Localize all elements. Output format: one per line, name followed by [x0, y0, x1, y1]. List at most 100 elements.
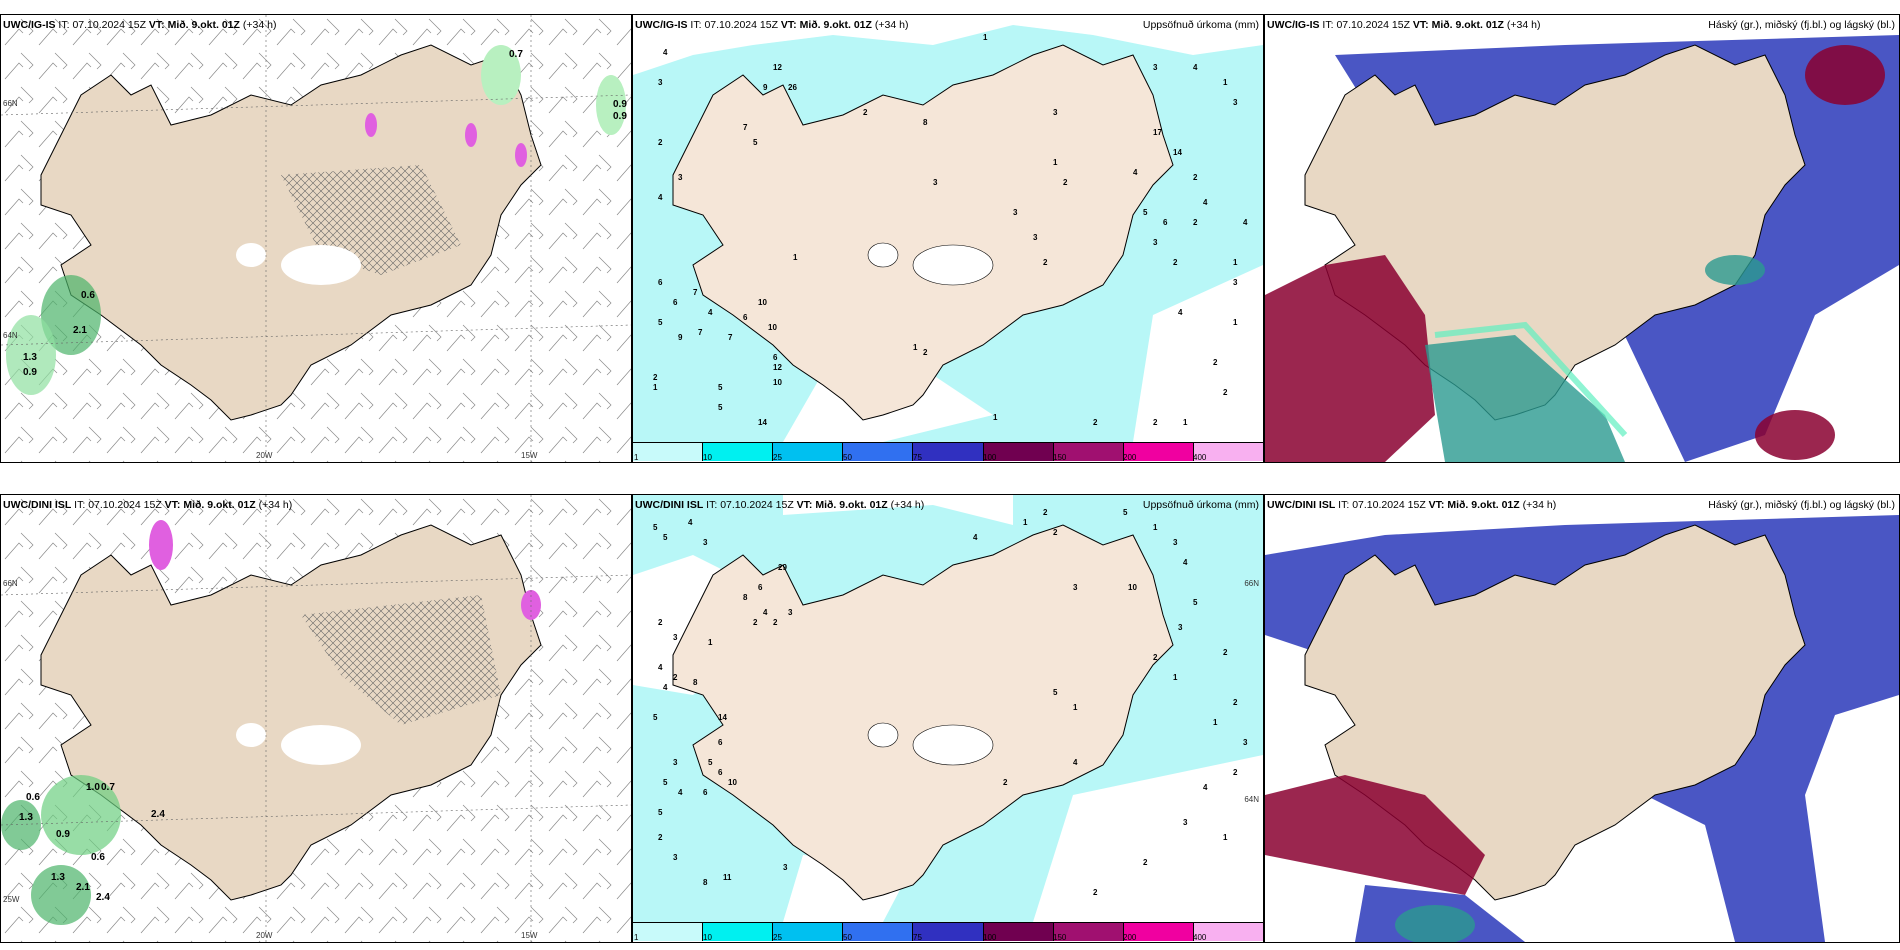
colorbar-swatch	[1123, 443, 1194, 461]
panel-dini-precip: 5 4 3 5 2 3 8 6 29 4 3 2 2 1 4 8 5 14 6 …	[632, 494, 1264, 943]
panel-subtitle: Háský (gr.), miðský (fj.bl.) og lágský (…	[1708, 499, 1895, 511]
colorbar-swatch	[633, 923, 704, 941]
lat-label-64n: 64N	[3, 331, 18, 340]
value-label: 4	[708, 308, 713, 317]
colorbar-swatch	[913, 923, 984, 941]
value-label: 11	[723, 873, 732, 882]
value-label: 3	[673, 633, 678, 642]
value-label: 9	[678, 333, 683, 342]
value-label: 3	[783, 863, 788, 872]
value-label: 3	[1033, 233, 1038, 242]
colorbar-swatch	[1053, 443, 1124, 461]
value-label: 3	[1073, 583, 1078, 592]
colorbar-swatch	[773, 923, 844, 941]
value-label: 5	[753, 138, 758, 147]
value-label: 4	[658, 193, 663, 202]
value-label: 7	[743, 123, 748, 132]
value-label: 4	[678, 788, 683, 797]
colorbar-tick: 25	[773, 453, 782, 462]
panel-subtitle: Uppsöfnuð úrkoma (mm)	[1142, 499, 1259, 511]
value-label: 2	[1003, 778, 1008, 787]
panel-title: UWC/DINI ISL IT: 07.10.2024 15Z VT: Mið.…	[3, 499, 293, 511]
value-label: 5	[708, 758, 713, 767]
value-label: 4	[973, 533, 978, 542]
value-label: 2	[1043, 508, 1048, 517]
map-dini-precip: 5 4 3 5 2 3 8 6 29 4 3 2 2 1 4 8 5 14 6 …	[633, 495, 1263, 922]
map-ig-precip: 4 3 2 3 4 1 12 9 26 7 5 1 2 8 3 2 6 1 3 …	[633, 15, 1263, 442]
value-label: 0.6	[91, 852, 105, 863]
value-label: 3	[1013, 208, 1018, 217]
value-label: 4	[1203, 783, 1208, 792]
colorbar-swatch	[983, 923, 1054, 941]
value-label: 3	[1153, 238, 1158, 247]
value-label: 14	[758, 418, 767, 427]
value-label: 3	[1153, 63, 1158, 72]
value-label: 0.9	[613, 111, 627, 122]
value-label: 2.4	[96, 892, 110, 903]
value-label: 3	[1233, 98, 1238, 107]
value-label: 14	[1173, 148, 1182, 157]
value-label: 1	[993, 413, 998, 422]
map-ig-cloud	[1265, 15, 1899, 462]
panel-dini-cloud: UWC/DINI ISL IT: 07.10.2024 15Z VT: Mið.…	[1264, 494, 1900, 943]
value-label: 26	[788, 83, 797, 92]
colorbar-tick: 75	[913, 453, 922, 462]
lat-label-64n: 64N	[1244, 795, 1259, 804]
value-label: 6	[1163, 218, 1168, 227]
value-label: 3	[658, 78, 663, 87]
colorbar-tick: 400	[1193, 453, 1207, 462]
value-label: 2.4	[151, 809, 165, 820]
map-dini-wind: 0.6 1.0 0.7 1.3 0.9 2.1 0.6 1.3 2.4 2.4	[1, 495, 631, 942]
value-label: 4	[763, 608, 768, 617]
lat-label-66n: 66N	[1244, 579, 1259, 588]
value-label: 2	[673, 673, 678, 682]
value-label: 5	[658, 318, 663, 327]
value-label: 5	[653, 523, 658, 532]
value-label: 2	[753, 618, 758, 627]
colorbar-tick: 150	[1053, 933, 1067, 942]
lon-label-20w: 20W	[256, 931, 273, 940]
value-label: 1	[1223, 833, 1228, 842]
value-label: 3	[673, 853, 678, 862]
value-label: 3	[788, 608, 793, 617]
value-label: 3	[933, 178, 938, 187]
colorbar-swatch	[1053, 923, 1124, 941]
value-label: 1	[1153, 523, 1158, 532]
panel-title: UWC/DINI ISL IT: 07.10.2024 15Z VT: Mið.…	[1267, 499, 1557, 511]
value-label: 5	[663, 533, 668, 542]
value-label: 2	[1193, 173, 1198, 182]
value-label: 1	[1073, 703, 1078, 712]
value-label: 3	[1178, 623, 1183, 632]
value-label: 0.7	[101, 782, 115, 793]
value-label: 10	[728, 778, 737, 787]
value-label: 8	[743, 593, 748, 602]
lat-label-66n: 66N	[3, 579, 18, 588]
value-label: 6	[673, 298, 678, 307]
value-label: 0.9	[613, 99, 627, 110]
value-label: 4	[1178, 308, 1183, 317]
value-label: 7	[698, 328, 703, 337]
colorbar-tick: 200	[1123, 453, 1137, 462]
colorbar-tick: 1	[634, 453, 639, 462]
value-label: 1.3	[23, 352, 37, 363]
value-label: 8	[693, 678, 698, 687]
value-label: 2	[1093, 888, 1098, 897]
value-label: 7	[728, 333, 733, 342]
panel-subtitle: Háský (gr.), miðský (fj.bl.) og lágský (…	[1708, 19, 1895, 31]
value-label: 2	[658, 618, 663, 627]
value-label: 2	[923, 348, 928, 357]
map-dini-cloud	[1265, 495, 1899, 942]
value-label: 0.6	[26, 792, 40, 803]
value-label: 1	[1173, 673, 1178, 682]
value-label: 1	[1023, 518, 1028, 527]
colorbar-swatch	[843, 923, 914, 941]
value-label: 2	[658, 833, 663, 842]
value-label: 14	[718, 713, 727, 722]
value-label: 1	[983, 33, 988, 42]
value-label: 2	[653, 373, 658, 382]
value-label: 2	[1213, 358, 1218, 367]
value-label: 2	[1153, 418, 1158, 427]
value-label: 4	[1243, 218, 1248, 227]
value-label: 5	[1053, 688, 1058, 697]
value-label: 0.7	[509, 49, 523, 60]
